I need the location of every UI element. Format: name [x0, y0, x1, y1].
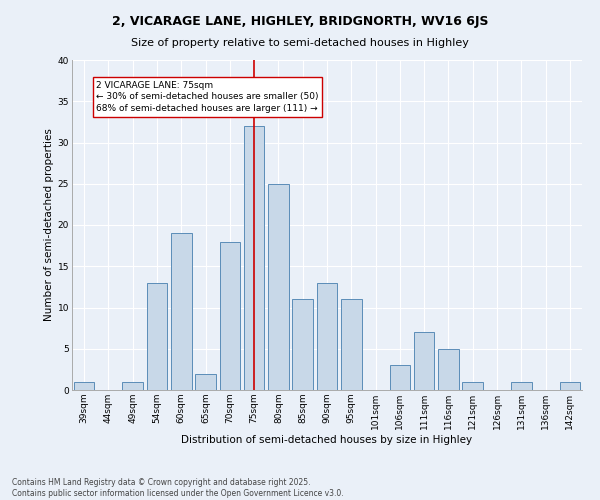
Bar — [341, 299, 362, 390]
X-axis label: Distribution of semi-detached houses by size in Highley: Distribution of semi-detached houses by … — [181, 434, 473, 444]
Bar — [317, 283, 337, 390]
Bar — [511, 382, 532, 390]
Bar — [220, 242, 240, 390]
Bar — [146, 283, 167, 390]
Bar — [292, 299, 313, 390]
Bar — [74, 382, 94, 390]
Bar — [414, 332, 434, 390]
Text: 2 VICARAGE LANE: 75sqm
← 30% of semi-detached houses are smaller (50)
68% of sem: 2 VICARAGE LANE: 75sqm ← 30% of semi-det… — [96, 80, 319, 113]
Text: 2, VICARAGE LANE, HIGHLEY, BRIDGNORTH, WV16 6JS: 2, VICARAGE LANE, HIGHLEY, BRIDGNORTH, W… — [112, 15, 488, 28]
Bar — [560, 382, 580, 390]
Bar — [389, 365, 410, 390]
Bar — [438, 349, 459, 390]
Y-axis label: Number of semi-detached properties: Number of semi-detached properties — [44, 128, 53, 322]
Text: Size of property relative to semi-detached houses in Highley: Size of property relative to semi-detach… — [131, 38, 469, 48]
Bar — [268, 184, 289, 390]
Bar — [171, 233, 191, 390]
Bar — [195, 374, 216, 390]
Bar — [122, 382, 143, 390]
Bar — [244, 126, 265, 390]
Text: Contains HM Land Registry data © Crown copyright and database right 2025.
Contai: Contains HM Land Registry data © Crown c… — [12, 478, 344, 498]
Bar — [463, 382, 483, 390]
